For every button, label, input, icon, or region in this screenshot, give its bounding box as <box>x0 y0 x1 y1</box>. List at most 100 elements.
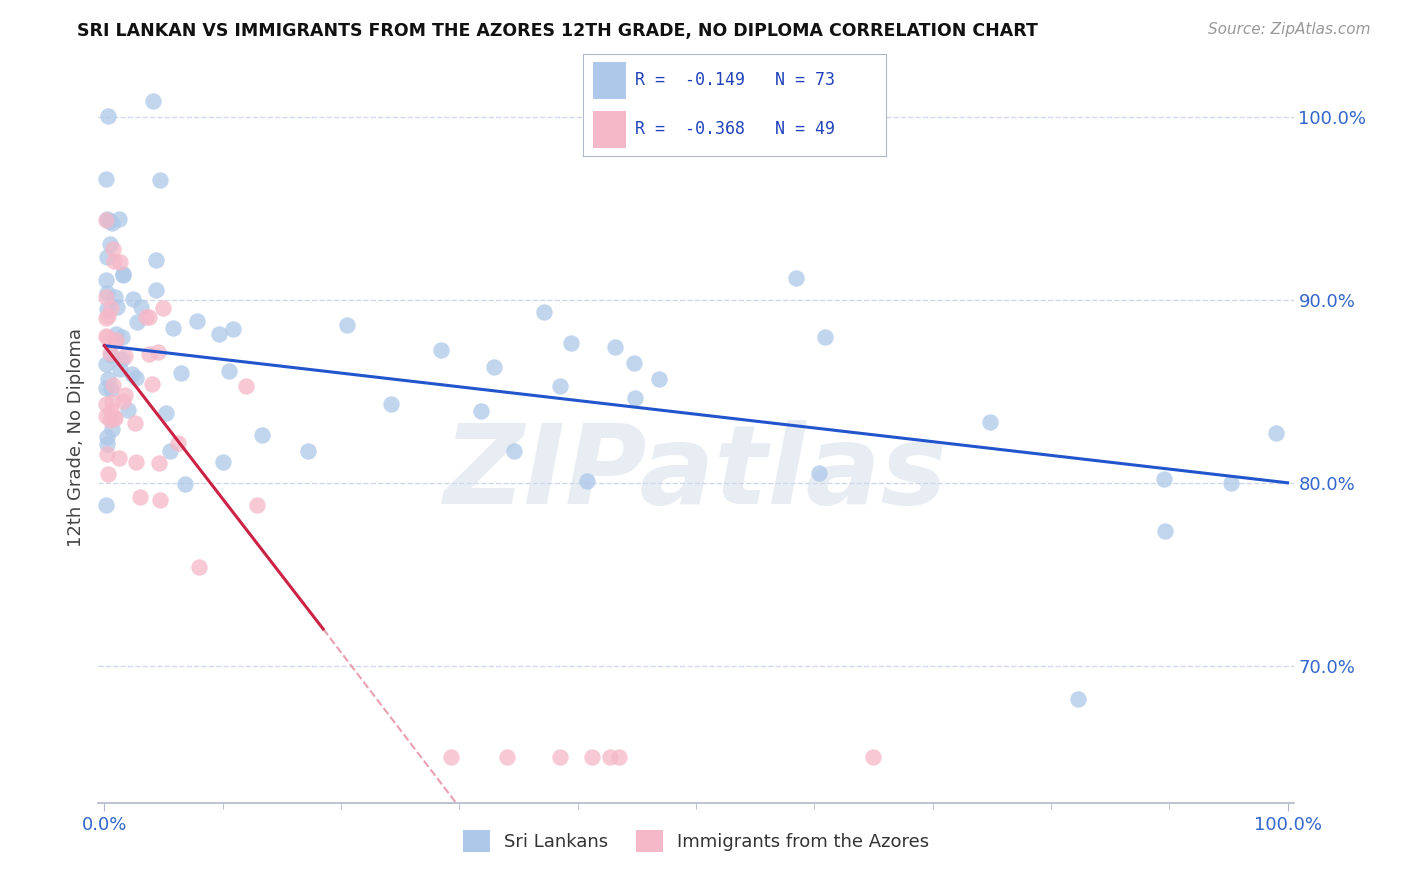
Point <box>97 372 120 386</box>
Legend: Sri Lankans, Immigrants from the Azores: Sri Lankans, Immigrants from the Azores <box>456 823 936 860</box>
Point <box>155 406 177 420</box>
Point <box>101 216 124 230</box>
Point <box>124 416 146 430</box>
Point <box>108 255 131 269</box>
Point <box>94 290 117 304</box>
Point <box>100 382 122 396</box>
Point <box>94 357 117 371</box>
Bar <box>592 111 626 148</box>
Point <box>533 304 555 318</box>
Point <box>112 268 135 282</box>
Point <box>101 242 124 256</box>
Point <box>112 267 135 281</box>
Point <box>159 444 181 458</box>
Point <box>98 413 121 427</box>
Point <box>862 750 884 764</box>
Point <box>550 750 572 764</box>
Point <box>482 360 505 375</box>
Point <box>470 404 492 418</box>
Point <box>94 499 117 513</box>
Point <box>104 290 127 304</box>
Point <box>188 560 211 574</box>
Point <box>599 750 621 764</box>
Point <box>94 273 117 287</box>
Point <box>103 411 125 425</box>
Point <box>623 355 645 369</box>
Point <box>96 285 118 300</box>
Point <box>1219 476 1241 491</box>
Point <box>430 343 453 357</box>
Point <box>440 750 463 764</box>
Point <box>162 321 184 335</box>
Point <box>100 404 122 418</box>
Point <box>94 329 117 343</box>
Point <box>141 376 163 391</box>
Text: R =  -0.368   N = 49: R = -0.368 N = 49 <box>636 120 835 138</box>
Point <box>105 300 128 314</box>
Point <box>548 379 571 393</box>
Point <box>648 372 671 386</box>
Text: Source: ZipAtlas.com: Source: ZipAtlas.com <box>1208 22 1371 37</box>
Point <box>624 392 647 406</box>
Point <box>1153 524 1175 538</box>
Point <box>104 410 127 425</box>
Point <box>111 352 134 367</box>
Point <box>108 211 131 226</box>
Point <box>221 322 243 336</box>
Point <box>186 314 208 328</box>
Point <box>94 311 117 326</box>
Point <box>149 493 172 508</box>
Text: R =  -0.149   N = 73: R = -0.149 N = 73 <box>636 71 835 89</box>
Point <box>211 455 233 469</box>
Point <box>380 397 402 411</box>
Point <box>125 315 148 329</box>
Point <box>101 394 124 409</box>
Point <box>122 292 145 306</box>
Point <box>252 427 274 442</box>
Point <box>124 455 146 469</box>
Point <box>117 403 139 417</box>
Point <box>96 409 118 423</box>
Point <box>97 109 120 123</box>
Point <box>107 450 129 465</box>
Point <box>605 340 627 354</box>
Point <box>125 371 148 385</box>
Point <box>575 475 598 489</box>
Point <box>100 422 122 436</box>
Point <box>607 750 630 764</box>
Point <box>138 347 160 361</box>
Point <box>503 444 526 458</box>
Point <box>146 344 169 359</box>
Point <box>208 327 231 342</box>
Point <box>135 310 157 324</box>
Point <box>105 333 128 347</box>
Point <box>167 436 190 450</box>
Point <box>121 367 143 381</box>
Point <box>1153 472 1175 486</box>
Point <box>152 301 174 316</box>
Point <box>170 366 193 380</box>
Point <box>174 477 197 491</box>
Text: SRI LANKAN VS IMMIGRANTS FROM THE AZORES 12TH GRADE, NO DIPLOMA CORRELATION CHAR: SRI LANKAN VS IMMIGRANTS FROM THE AZORES… <box>77 22 1038 40</box>
Point <box>96 212 118 227</box>
Point <box>560 335 582 350</box>
Point <box>94 212 117 227</box>
Point <box>297 444 319 458</box>
Point <box>96 437 118 451</box>
Point <box>235 378 257 392</box>
Point <box>111 330 134 344</box>
Point <box>108 362 131 376</box>
Text: ZIPatlas: ZIPatlas <box>444 420 948 527</box>
Bar <box>592 62 626 99</box>
Point <box>114 388 136 402</box>
Point <box>813 330 835 344</box>
Point <box>97 467 120 481</box>
Point <box>1067 692 1090 706</box>
Point <box>336 318 359 332</box>
Point <box>142 95 165 109</box>
Point <box>94 397 117 411</box>
Point <box>131 300 153 314</box>
Point <box>96 251 118 265</box>
Point <box>96 429 118 443</box>
Point <box>145 283 167 297</box>
